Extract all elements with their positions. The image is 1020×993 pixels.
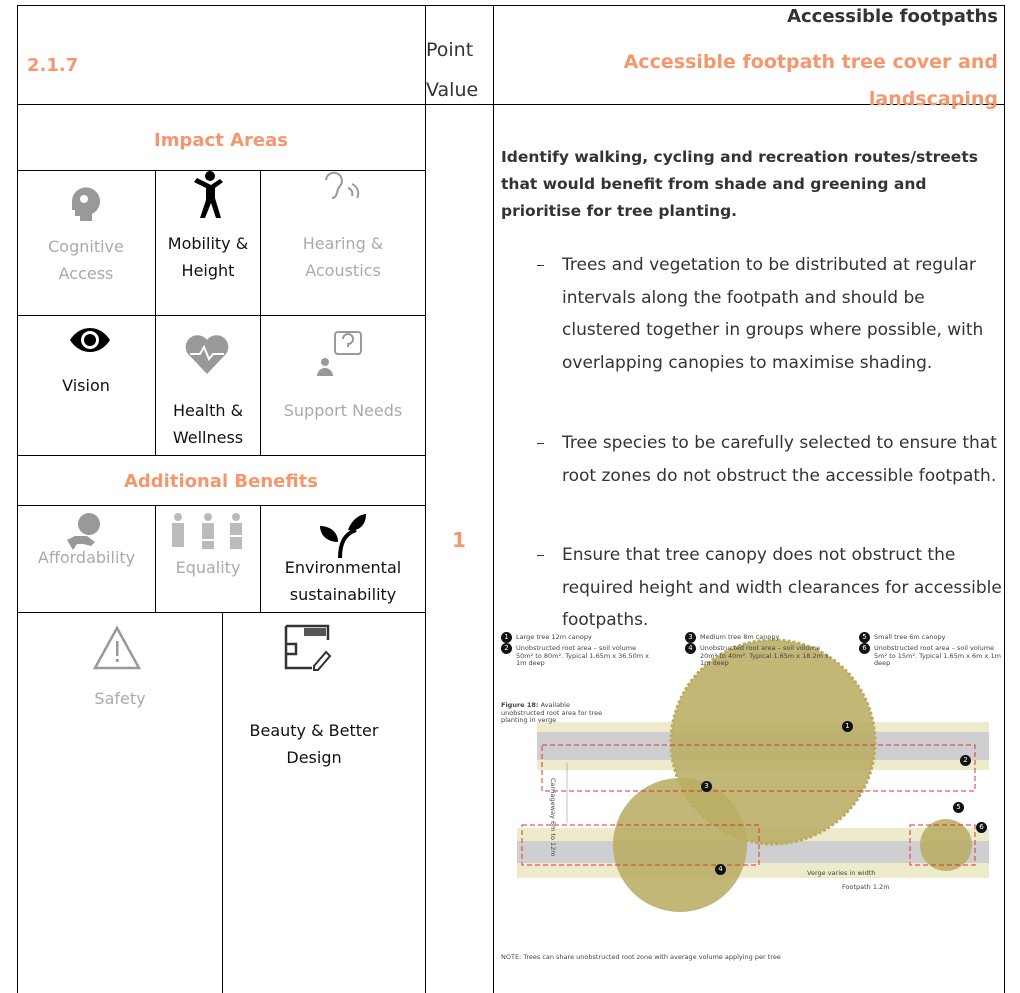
rule <box>17 455 425 456</box>
legend-text: Unobstructed root area – soil volume 50m… <box>516 644 650 667</box>
caption-label: Figure 18: <box>501 701 539 709</box>
item-label: Mobility & Height <box>167 234 249 280</box>
legend-text: Medium tree 8m canopy <box>700 633 780 641</box>
figure-diagram <box>517 638 989 912</box>
rule <box>222 612 223 993</box>
icon-hearing <box>325 171 360 199</box>
rule <box>17 5 18 993</box>
item-label: Support Needs <box>283 401 403 420</box>
diagram-marker: 6 <box>976 822 987 833</box>
bullet-dash <box>537 443 544 444</box>
bullet-dash <box>537 555 544 556</box>
diagram-marker: 4 <box>715 864 726 875</box>
icon-mobility <box>194 171 223 218</box>
rule <box>17 5 1005 6</box>
rule <box>17 612 425 613</box>
rule <box>425 5 426 993</box>
legend-number: 4 <box>685 643 696 654</box>
rule <box>17 315 425 316</box>
caption-text: Available unobstructed root area for tre… <box>501 701 603 724</box>
item-label: Safety <box>94 689 146 708</box>
legend-number: 6 <box>859 643 870 654</box>
rule <box>155 505 156 612</box>
carriageway-label: Carriageway 6m to 12m <box>549 778 557 857</box>
item-label: Beauty & Better Design <box>249 721 379 767</box>
icon-environment <box>320 514 366 559</box>
diagram-marker: 2 <box>960 755 971 766</box>
rule <box>17 505 425 506</box>
rule <box>17 104 1005 105</box>
verge-label: Verge varies in width <box>807 869 876 877</box>
icon-equality <box>172 513 242 549</box>
item-label: Affordability <box>37 548 136 567</box>
rule <box>1004 5 1005 993</box>
legend-number: 1 <box>501 632 512 643</box>
legend-number: 3 <box>685 632 696 643</box>
intro: Identify walking, cycling and recreation… <box>501 148 978 220</box>
bullet: Ensure that tree canopy does not obstruc… <box>562 545 1002 630</box>
section-code: 2.1.7 <box>27 55 79 76</box>
bullet: Trees and vegetation to be distributed a… <box>562 255 984 373</box>
icon-vision <box>70 328 110 352</box>
item-label: Health & Wellness <box>172 401 244 447</box>
icon-design <box>284 624 332 671</box>
rule <box>260 505 261 612</box>
icon-health <box>185 335 229 374</box>
title: Accessible footpath tree cover and lands… <box>623 51 998 110</box>
item-label: Equality <box>175 558 241 577</box>
icon-safety <box>92 625 142 670</box>
icon-support <box>317 331 362 376</box>
diagram-marker: 1 <box>842 721 853 732</box>
legend-text: Unobstructed root area – soil volume 5m²… <box>874 644 1001 667</box>
category: Accessible footpaths <box>787 6 998 27</box>
figure-note: NOTE: Trees can share unobstructed root … <box>501 953 781 961</box>
point-value-label: Point Value <box>426 39 479 101</box>
icon-cognitive <box>72 187 100 221</box>
legend-number: 5 <box>859 632 870 643</box>
benefits-heading: Additional Benefits <box>123 471 319 492</box>
legend-text: Large tree 12m canopy <box>516 633 592 641</box>
rule <box>493 5 494 993</box>
legend-text: Unobstructed root area – soil volume 20m… <box>700 644 829 667</box>
diagram-marker: 3 <box>701 781 712 792</box>
item-label: Vision <box>62 376 110 395</box>
item-label: Hearing & Acoustics <box>302 234 384 280</box>
legend-number: 2 <box>501 643 512 654</box>
item-label: Environmental sustainability <box>284 558 402 604</box>
figure: Carriageway 6m to 12m Verge varies in wi… <box>497 628 1003 990</box>
bullet: Tree species to be carefully selected to… <box>562 433 997 486</box>
rule <box>260 170 261 455</box>
diagram-marker: 5 <box>953 802 964 813</box>
rule <box>155 170 156 455</box>
figure-caption: Figure 18: Available unobstructed root a… <box>501 701 611 725</box>
legend-text: Small tree 6m canopy <box>874 633 946 641</box>
bullet-dash <box>537 265 544 266</box>
point-value: 1 <box>452 528 466 552</box>
footpath-label: Footpath 1.2m <box>842 883 890 891</box>
item-label: Cognitive Access <box>48 237 124 283</box>
icon-affordability <box>67 513 100 550</box>
rule <box>17 170 425 171</box>
impact-heading: Impact Areas <box>154 130 288 151</box>
